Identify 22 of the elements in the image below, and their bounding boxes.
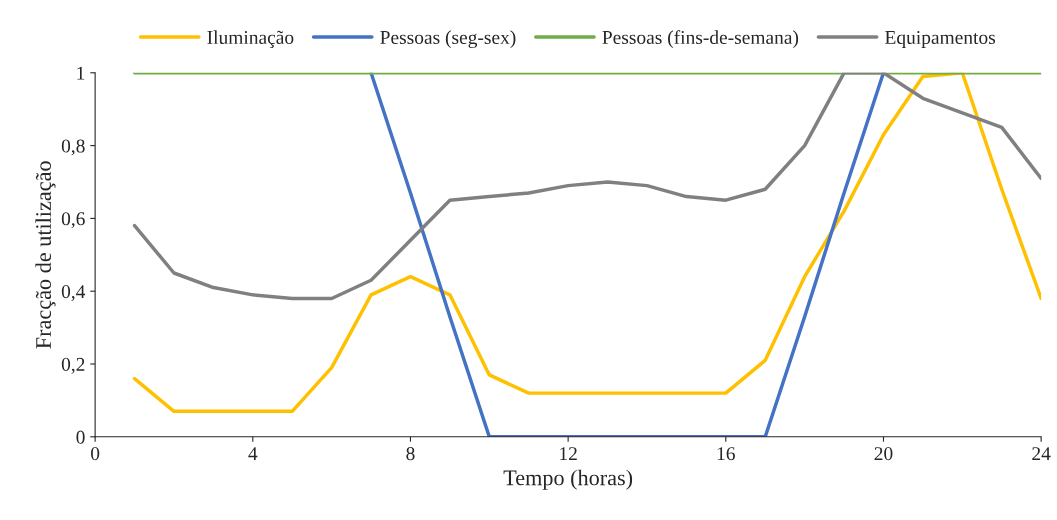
x-tick-label: 0 [91, 447, 100, 461]
x-tick-label: 8 [406, 447, 415, 461]
x-tick-label: 20 [874, 447, 893, 461]
y-tick-label: 0 [76, 430, 85, 444]
legend-label: Pessoas (fins-de-semana) [602, 30, 799, 48]
x-tick-label: 24 [1032, 447, 1051, 461]
y-tick-label: 0,8 [61, 139, 85, 156]
x-tick-label: 12 [560, 447, 577, 461]
y-tick-label: 0,6 [61, 212, 85, 229]
y-tick-label: 0,4 [61, 285, 86, 301]
y-axis-title: Fracção de utilização [35, 161, 56, 349]
x-axis-title: Tempo (horas) [503, 469, 633, 490]
x-tick-label: 4 [248, 447, 258, 461]
legend-label: Equipamentos [885, 30, 996, 48]
x-tick-label: 16 [717, 447, 735, 461]
y-tick-label: 1 [77, 66, 85, 80]
legend-label: Pessoas (seg-sex) [380, 30, 516, 49]
y-tick-label: 0,2 [61, 357, 85, 374]
line-series [132, 72, 1042, 301]
line-series [369, 72, 886, 437]
legend-label: Iluminação [207, 30, 294, 48]
line-series [132, 72, 1042, 414]
